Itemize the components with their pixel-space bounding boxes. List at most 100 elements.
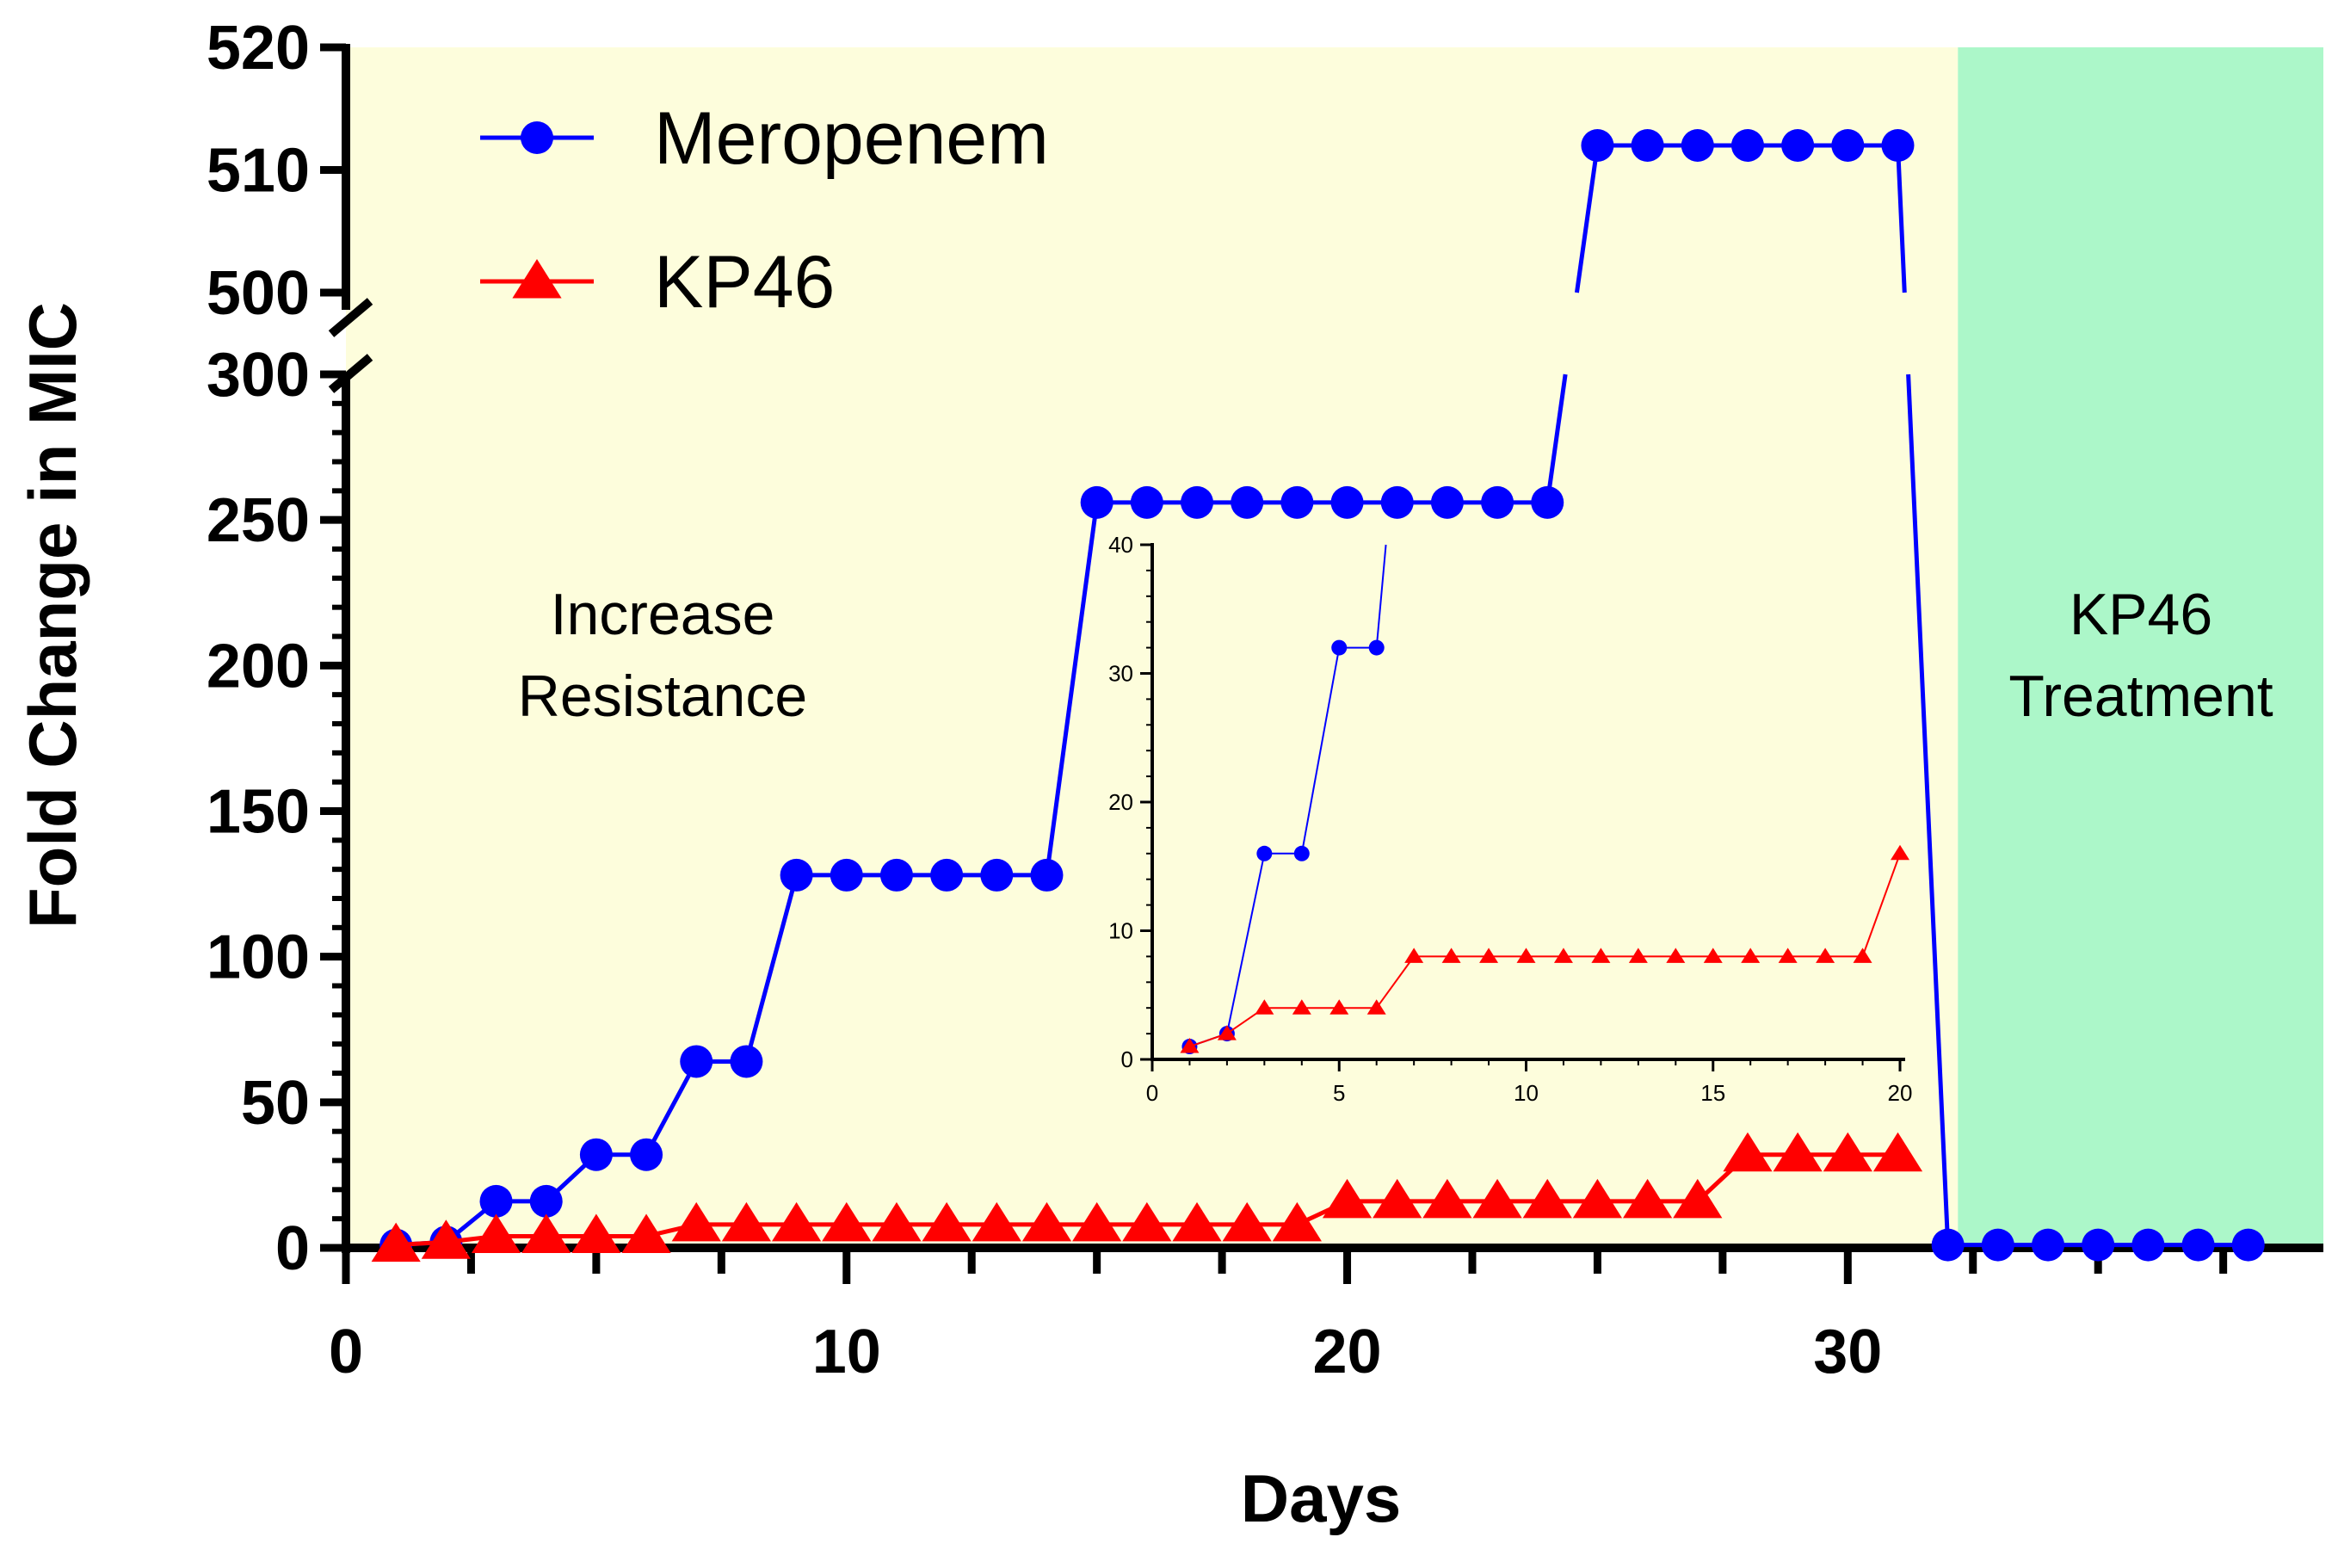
x-axis-title: Days: [1241, 1460, 1401, 1536]
inset-y-tick-label-2: 20: [1108, 789, 1133, 815]
data-point-kp46-30: [1872, 1132, 1923, 1172]
y-tick-label-6: 300: [207, 341, 310, 410]
region-label-1-line-0: KP46: [2070, 582, 2212, 647]
inset-x-tick-label-4: 20: [1888, 1080, 1913, 1106]
inset-series-line-0-3: [1300, 647, 1341, 854]
inset-series-line-1-5: [1375, 955, 1415, 1009]
y-axis-title: Fold Change in MIC: [15, 302, 90, 929]
data-point-meropenem-2: [479, 1184, 513, 1218]
series-kp46: [371, 1132, 1923, 1262]
legend: Meropenem KP46: [480, 97, 1049, 324]
data-point-kp46-12: [972, 1201, 1021, 1242]
series-line-0-23-upper: [1574, 145, 1600, 293]
data-point-meropenem-18: [1280, 485, 1314, 519]
inset-data-point-kp46-9: [1516, 948, 1536, 963]
data-point-meropenem-5: [630, 1138, 663, 1171]
inset-y-tick-label-1: 10: [1108, 918, 1133, 944]
inset-data-point-meropenem-3: [1293, 845, 1310, 861]
inset-data-point-kp46-0: [1180, 1038, 1200, 1053]
data-point-meropenem-37: [2231, 1228, 2265, 1262]
inset-data-point-meropenem-5: [1368, 639, 1385, 656]
inset-data-point-meropenem-4: [1331, 639, 1348, 656]
data-point-meropenem-6: [680, 1045, 713, 1078]
data-point-kp46-0: [371, 1222, 421, 1262]
inset-data-point-kp46-8: [1479, 948, 1499, 963]
data-point-meropenem-8: [780, 858, 813, 892]
y-tick-label-1: 50: [241, 1069, 310, 1138]
y-tick-label-2: 100: [207, 923, 310, 992]
data-point-meropenem-3: [529, 1184, 563, 1218]
data-point-meropenem-12: [980, 858, 1014, 892]
data-point-kp46-27: [1723, 1132, 1773, 1172]
data-point-kp46-15: [1122, 1201, 1172, 1242]
inset-x-tick-label-0: 0: [1146, 1080, 1158, 1106]
data-point-kp46-28: [1773, 1132, 1823, 1172]
inset-series-line-1-18: [1861, 853, 1901, 957]
data-point-meropenem-15: [1130, 485, 1163, 519]
region-label-1-line-1: Treatment: [2008, 664, 2273, 729]
data-point-meropenem-17: [1231, 485, 1264, 519]
x-tick-label-1: 10: [812, 1318, 881, 1386]
data-point-meropenem-24: [1581, 129, 1614, 162]
data-point-kp46-18: [1272, 1201, 1322, 1242]
inset-data-point-kp46-6: [1404, 948, 1424, 963]
data-point-meropenem-28: [1781, 129, 1815, 162]
data-point-kp46-22: [1472, 1178, 1522, 1219]
inset-y-tick-label-0: 0: [1121, 1046, 1133, 1072]
data-point-kp46-26: [1673, 1178, 1723, 1219]
data-point-kp46-21: [1422, 1178, 1472, 1219]
data-point-kp46-19: [1322, 1178, 1373, 1219]
data-point-kp46-10: [872, 1201, 922, 1242]
inset-x-tick-label-1: 5: [1333, 1080, 1345, 1106]
y-axis-break-mark-lower: [328, 354, 373, 393]
y-tick-label-3: 150: [207, 778, 310, 847]
data-point-kp46-14: [1072, 1201, 1122, 1242]
data-point-meropenem-36: [2181, 1228, 2215, 1262]
region-label-0-line-1: Resistance: [518, 664, 807, 729]
data-point-meropenem-32: [1981, 1228, 2014, 1262]
inset-data-point-kp46-10: [1553, 948, 1573, 963]
data-point-meropenem-25: [1631, 129, 1664, 162]
data-point-kp46-13: [1021, 1201, 1072, 1242]
region-labels: Increase Resistance KP46 Treatment: [518, 582, 2273, 729]
inset-y-tick-label-3: 30: [1108, 661, 1133, 687]
inset-data-point-kp46-15: [1741, 948, 1761, 963]
region-background-1: [1958, 47, 2323, 1248]
data-point-meropenem-7: [730, 1045, 763, 1078]
x-tick-label-0: 0: [329, 1318, 363, 1386]
inset-chart: 0 10 20 30 40 0 5 10 15 20: [1108, 532, 1912, 1106]
data-point-meropenem-30: [1881, 129, 1915, 162]
main-series: [371, 129, 2265, 1262]
y-tick-label-5: 250: [207, 486, 310, 555]
inset-data-point-kp46-19: [1891, 844, 1909, 861]
data-point-meropenem-9: [830, 858, 863, 892]
series-line-0-30-upper: [1895, 145, 1907, 293]
inset-series-line-0-5: [1375, 544, 1387, 648]
inset-data-point-kp46-18: [1853, 948, 1872, 963]
data-point-meropenem-13: [1030, 858, 1064, 892]
data-point-kp46-16: [1172, 1201, 1222, 1242]
series-meropenem: [379, 129, 2265, 1262]
inset-data-point-kp46-12: [1628, 948, 1648, 963]
inset-series-line-0-1: [1225, 853, 1266, 1034]
inset-data-point-kp46-2: [1255, 999, 1274, 1015]
inset-x-tick-label-2: 10: [1514, 1080, 1539, 1106]
data-point-meropenem-23: [1531, 485, 1564, 519]
data-point-kp46-11: [922, 1201, 972, 1242]
data-point-kp46-8: [771, 1201, 822, 1242]
y-tick-label-7: 500: [207, 259, 310, 328]
x-tick-label-3: 30: [1813, 1318, 1882, 1386]
inset-x-tick-label-3: 15: [1700, 1080, 1725, 1106]
inset-data-point-kp46-4: [1329, 999, 1349, 1015]
inset-data-point-kp46-14: [1703, 948, 1723, 963]
data-point-meropenem-27: [1730, 129, 1764, 162]
data-point-meropenem-20: [1380, 485, 1414, 519]
data-point-meropenem-26: [1681, 129, 1714, 162]
data-point-meropenem-16: [1181, 485, 1214, 519]
inset-data-point-kp46-16: [1778, 948, 1798, 963]
region-label-0-line-0: Increase: [551, 582, 775, 647]
data-point-meropenem-22: [1481, 485, 1514, 519]
data-point-kp46-29: [1823, 1132, 1872, 1172]
data-point-meropenem-29: [1831, 129, 1865, 162]
